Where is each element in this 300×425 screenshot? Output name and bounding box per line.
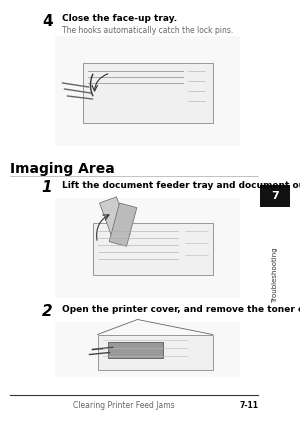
Bar	[55, 322, 240, 377]
Bar	[82, 63, 212, 123]
Text: Clearing Printer Feed Jams: Clearing Printer Feed Jams	[74, 400, 175, 410]
Bar	[92, 223, 212, 275]
Text: 1: 1	[42, 180, 52, 195]
Bar	[55, 198, 240, 298]
Text: 7: 7	[271, 191, 279, 201]
Text: Imaging Area: Imaging Area	[10, 162, 115, 176]
Bar	[107, 342, 163, 357]
Text: 7-11: 7-11	[239, 400, 258, 410]
Bar	[55, 36, 240, 146]
Text: Troubleshooting: Troubleshooting	[272, 247, 278, 303]
Text: Open the printer cover, and remove the toner cartridge.: Open the printer cover, and remove the t…	[62, 305, 300, 314]
Text: Close the face-up tray.: Close the face-up tray.	[62, 14, 177, 23]
Text: The hooks automatically catch the lock pins.: The hooks automatically catch the lock p…	[62, 26, 233, 35]
Bar	[98, 334, 212, 369]
Text: Lift the document feeder tray and document output tray.: Lift the document feeder tray and docume…	[62, 181, 300, 190]
Text: 4: 4	[43, 14, 53, 29]
Bar	[260, 185, 290, 207]
Bar	[109, 203, 137, 246]
Bar	[100, 197, 130, 241]
Text: 2: 2	[42, 304, 52, 319]
